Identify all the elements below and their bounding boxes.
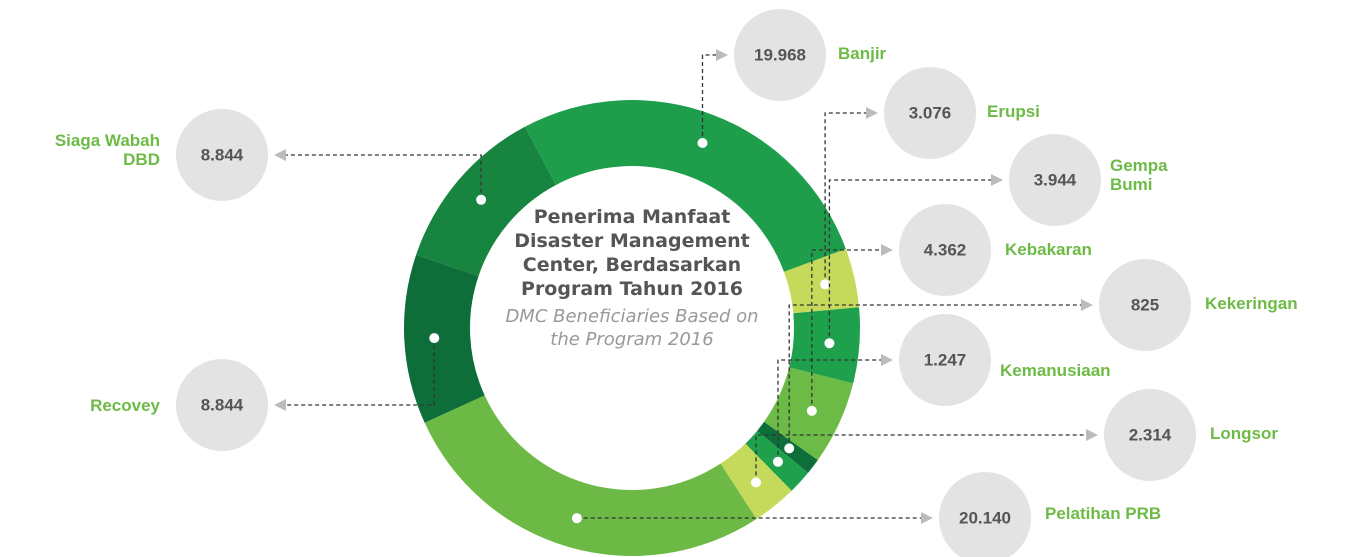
pointer — [1086, 429, 1098, 441]
value-label: 825 — [1131, 295, 1159, 314]
value-bubble — [176, 109, 268, 201]
segment-dot — [751, 477, 762, 488]
pointer — [866, 107, 878, 119]
connector — [777, 359, 887, 462]
value-bubble — [176, 359, 268, 451]
value-label: 8.844 — [201, 145, 244, 164]
segment-dot — [784, 443, 795, 454]
segment-dot — [476, 194, 487, 205]
value-bubble — [1009, 134, 1101, 226]
chart-title: Penerima Manfaat Disaster Management Cen… — [514, 206, 750, 300]
pointer — [881, 354, 893, 366]
donut-segment — [524, 100, 846, 272]
value-label: 20.140 — [959, 508, 1011, 527]
connector — [828, 179, 997, 344]
segment-dot — [697, 137, 708, 148]
value-bubble — [899, 204, 991, 296]
donut-segment — [404, 254, 485, 423]
donut-segment — [789, 307, 860, 384]
value-label: 4.362 — [924, 240, 967, 259]
category-label: Longsor — [1210, 424, 1278, 443]
category-label: Gempa Bumi — [1110, 156, 1168, 194]
connector — [811, 249, 887, 411]
pointer — [991, 174, 1003, 186]
connector — [788, 304, 1087, 449]
donut-segment — [424, 395, 757, 556]
pointer — [881, 244, 893, 256]
value-bubble — [734, 9, 826, 101]
segment-dot — [772, 456, 783, 467]
category-label: Pelatihan PRB — [1045, 504, 1162, 523]
value-bubble — [939, 472, 1031, 557]
pointer — [1081, 299, 1093, 311]
category-label: Kemanusiaan — [1000, 361, 1111, 380]
segment-dot — [429, 333, 440, 344]
value-bubble — [1104, 389, 1196, 481]
pointer — [921, 512, 933, 524]
category-label: Recovey — [90, 396, 160, 415]
segment-dot — [824, 338, 835, 349]
connector — [280, 338, 435, 406]
value-bubble — [899, 314, 991, 406]
segment-dot — [571, 513, 582, 524]
connector — [280, 154, 482, 200]
category-label: Kekeringan — [1205, 294, 1298, 313]
value-label: 19.968 — [754, 45, 806, 64]
pointer — [274, 399, 286, 411]
connector — [755, 434, 1092, 483]
value-bubble — [884, 67, 976, 159]
pointer — [716, 49, 728, 61]
category-label: Erupsi — [987, 102, 1040, 121]
connector — [824, 112, 872, 285]
category-label: Siaga Wabah DBD — [54, 131, 160, 169]
segment-dot — [820, 279, 831, 290]
value-label: 1.247 — [924, 350, 967, 369]
pointer — [274, 149, 286, 161]
value-label: 8.844 — [201, 395, 244, 414]
donut-segment — [416, 126, 556, 277]
value-label: 3.944 — [1034, 170, 1077, 189]
chart-subtitle: DMC Beneficiaries Based on the Program 2… — [505, 306, 759, 350]
segment-dot — [806, 405, 817, 416]
connector — [701, 54, 722, 143]
value-label: 2.314 — [1129, 425, 1172, 444]
center-text: Penerima Manfaat Disaster Management Cen… — [492, 205, 772, 351]
value-bubble — [1099, 259, 1191, 351]
category-label: Banjir — [838, 44, 887, 63]
value-label: 3.076 — [909, 103, 952, 122]
category-label: Kebakaran — [1005, 240, 1092, 259]
